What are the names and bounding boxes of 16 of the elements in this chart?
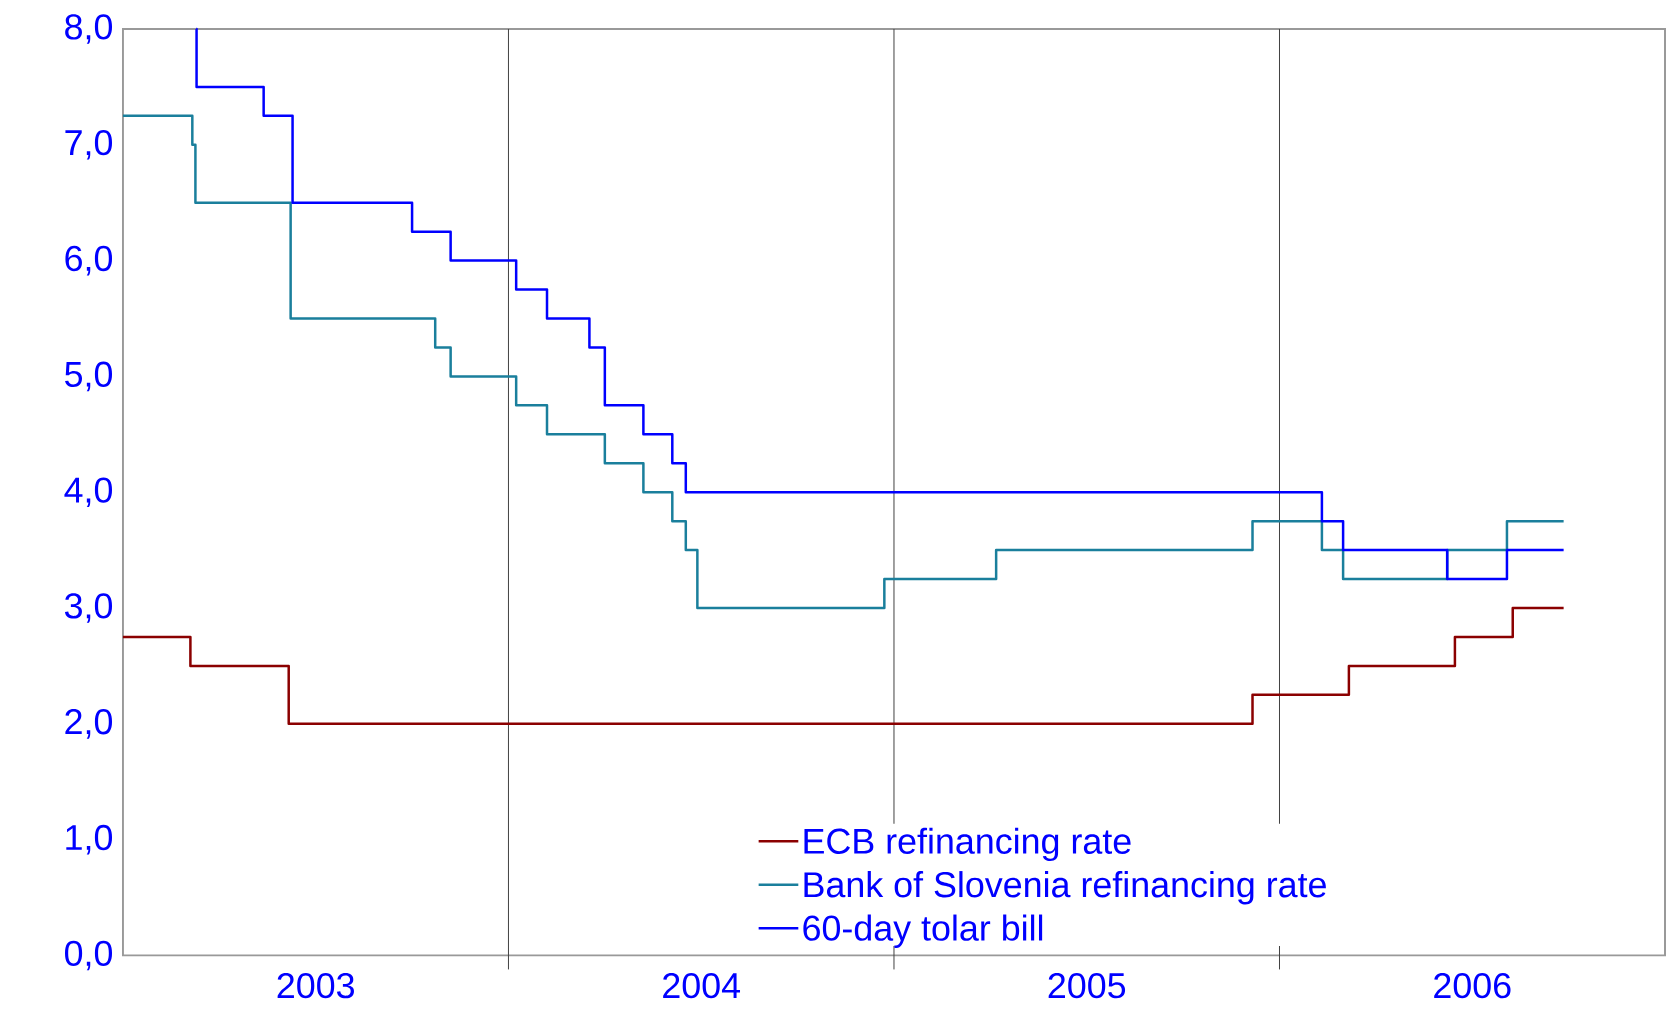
y-tick-label: 2,0: [65, 708, 113, 739]
x-tick-label: 2004: [663, 972, 741, 999]
legend-label: Bank of Slovenia refinancing rate: [804, 870, 1326, 905]
x-tick-label: 2003: [277, 972, 354, 999]
x-tick-label: 2006: [1434, 972, 1511, 999]
legend-label: ECB refinancing rate: [804, 827, 1131, 861]
legend-label: 60-day tolar bill: [803, 914, 1043, 948]
y-tick-label: 4,0: [64, 477, 113, 507]
y-tick-label: 6,0: [65, 245, 113, 276]
y-tick-label: 1,0: [66, 824, 113, 855]
y-tick-label: 7,0: [65, 129, 113, 160]
y-tick-label: 3,0: [64, 593, 113, 623]
x-tick-label: 2005: [1048, 972, 1126, 999]
y-tick-label: 5,0: [65, 361, 113, 392]
y-tick-label: 8,0: [65, 14, 113, 44]
y-tick-label: 0,0: [65, 940, 113, 971]
